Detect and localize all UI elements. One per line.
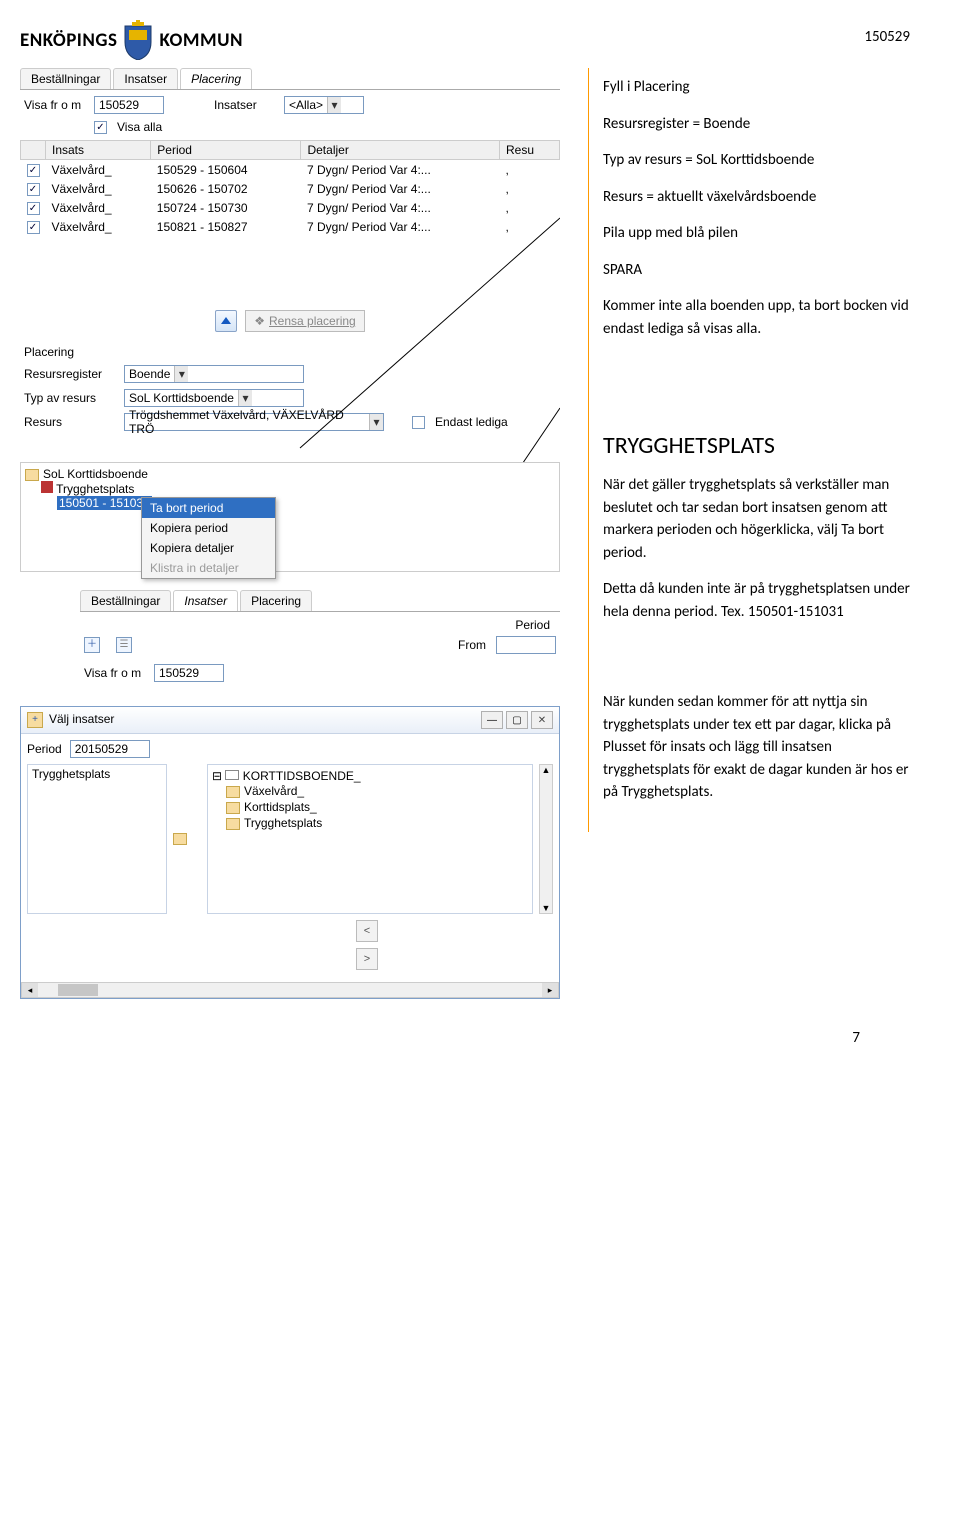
logo: ENKÖPINGS KOMMUN — [20, 20, 920, 60]
selected-list[interactable]: Trygghetsplats — [27, 764, 167, 914]
screenshot-placering: Beställningar Insatser Placering Visa fr… — [20, 68, 560, 434]
chevron-up-icon — [220, 315, 232, 327]
dialog-icon: + — [27, 712, 43, 728]
instr-l5: Pila upp med blå pilen — [603, 222, 916, 245]
table-row: ✓Växelvård_150529 - 1506047 Dygn/ Period… — [21, 160, 560, 180]
crest-icon — [123, 20, 153, 60]
resurs-dropdown[interactable]: Trögdshemmet Växelvård, VÄXELVÅRD TRÖ▾ — [124, 413, 384, 431]
period-input[interactable]: 20150529 — [70, 740, 150, 758]
tab2-insatser[interactable]: Insatser — [173, 590, 238, 611]
tab-insatser[interactable]: Insatser — [113, 68, 178, 89]
from-input[interactable] — [496, 636, 556, 654]
screenshot-tree-context: SoL Korttidsboende Trygghetsplats 150501… — [20, 462, 560, 688]
tree-item[interactable]: Korttidsplats_ — [244, 800, 317, 814]
horizontal-scrollbar[interactable]: ◂▸ — [21, 982, 559, 998]
table-row: ✓Växelvård_150821 - 1508277 Dygn/ Period… — [21, 217, 560, 236]
instr-l4: Resurs = aktuellt växelvårdsboende — [603, 186, 916, 209]
table-row: ✓Växelvård_150626 - 1507027 Dygn/ Period… — [21, 179, 560, 198]
move-right-button[interactable]: > — [356, 948, 378, 970]
tab-bestallningar[interactable]: Beställningar — [20, 68, 111, 89]
visa-from-label: Visa fr o m — [24, 98, 84, 112]
visa-alla-label: Visa alla — [117, 120, 162, 134]
from-label: From — [458, 638, 486, 652]
placering-label: Placering — [24, 345, 114, 359]
tab-row: Beställningar Insatser Placering — [20, 68, 560, 90]
period-label-3: Period — [27, 742, 62, 756]
close-button[interactable]: ✕ — [531, 711, 553, 729]
move-left-button[interactable]: < — [356, 920, 378, 942]
trygg-p2: Detta då kunden inte är på trygghetsplat… — [603, 578, 916, 623]
instr-l6: SPARA — [603, 259, 916, 282]
trygg-p1: När det gäller trygghetsplats så verkstä… — [603, 474, 916, 564]
folder-icon — [173, 833, 187, 845]
doc-date: 150529 — [864, 28, 910, 46]
logo-text-a: ENKÖPINGS — [20, 29, 117, 52]
visa-from-input[interactable]: 150529 — [94, 96, 164, 114]
ctx-klistra: Klistra in detaljer — [142, 558, 275, 578]
period-label: Period — [515, 618, 550, 632]
resursregister-label: Resursregister — [24, 367, 114, 381]
scroll-up[interactable]: ▲ — [540, 765, 552, 775]
context-menu: Ta bort period Kopiera period Kopiera de… — [141, 497, 276, 579]
insatser-label: Insatser — [214, 98, 274, 112]
col-insats[interactable]: Insats — [46, 141, 151, 160]
tab2-bestallningar[interactable]: Beställningar — [80, 590, 171, 611]
visa-alla-checkbox[interactable]: ✓ — [94, 121, 107, 134]
tree-date-node[interactable]: 150501 - 151031 — [57, 496, 152, 510]
instr-title: Fyll i Placering — [603, 76, 916, 99]
plus-icon[interactable]: ＋ — [84, 637, 100, 653]
col-resu[interactable]: Resu — [500, 141, 560, 160]
instr-l3: Typ av resurs = SoL Korttidsboende — [603, 149, 916, 172]
ctx-ta-bort[interactable]: Ta bort period — [142, 498, 275, 518]
logo-text-b: KOMMUN — [159, 29, 243, 52]
minimize-button[interactable]: — — [481, 711, 503, 729]
col-detaljer[interactable]: Detaljer — [301, 141, 500, 160]
trygg-p3: När kunden sedan kommer för att nyttja s… — [603, 691, 916, 804]
instr-l7: Kommer inte alla boenden upp, ta bort bo… — [603, 295, 916, 340]
resurs-label: Resurs — [24, 415, 114, 429]
insatser-dropdown[interactable]: <Alla>▾ — [284, 96, 364, 114]
tree-item[interactable]: Växelvård_ — [244, 784, 304, 798]
visa-from-input-2[interactable]: 150529 — [154, 664, 224, 682]
col-period[interactable]: Period — [151, 141, 301, 160]
tab-placering[interactable]: Placering — [180, 68, 252, 89]
tree-root[interactable]: KORTTIDSBOENDE_ — [243, 769, 361, 783]
scroll-down[interactable]: ▼ — [540, 903, 552, 913]
visa-from-label-2: Visa fr o m — [84, 666, 144, 680]
instr-l2: Resursregister = Boende — [603, 113, 916, 136]
maximize-button[interactable]: ▢ — [506, 711, 528, 729]
rensa-placering-button[interactable]: ❖ Rensa placering — [245, 310, 364, 332]
trygg-heading: TRYGGHETSPLATS — [603, 428, 916, 464]
tab2-placering[interactable]: Placering — [240, 590, 312, 611]
list-item[interactable]: Trygghetsplats — [32, 767, 162, 781]
endast-lediga-label: Endast lediga — [435, 415, 508, 429]
table-row: ✓Växelvård_150724 - 1507307 Dygn/ Period… — [21, 198, 560, 217]
dialog-title: Välj insatser — [49, 712, 114, 726]
typ-dropdown[interactable]: SoL Korttidsboende▾ — [124, 389, 304, 407]
tree-root-a[interactable]: SoL Korttidsboende — [43, 467, 148, 481]
endast-lediga-checkbox[interactable] — [412, 416, 425, 429]
insats-tree[interactable]: ⊟ KORTTIDSBOENDE_ Växelvård_ Korttidspla… — [207, 764, 533, 914]
ctx-kopiera-detaljer[interactable]: Kopiera detaljer — [142, 538, 275, 558]
screenshot-valj-insatser: + Välj insatser — ▢ ✕ Period 20150529 Try… — [20, 706, 560, 999]
insats-table: Insats Period Detaljer Resu ✓Växelvård_1… — [20, 140, 560, 236]
arrow-up-button[interactable] — [215, 310, 237, 332]
resursregister-dropdown[interactable]: Boende▾ — [124, 365, 304, 383]
list-icon[interactable]: ☰ — [116, 637, 132, 653]
typ-label: Typ av resurs — [24, 391, 114, 405]
tree-item[interactable]: Trygghetsplats — [244, 816, 322, 830]
eraser-icon: ❖ — [254, 314, 265, 328]
page-number: 7 — [20, 999, 920, 1067]
tree-root-b[interactable]: Trygghetsplats — [56, 482, 134, 496]
ctx-kopiera-period[interactable]: Kopiera period — [142, 518, 275, 538]
